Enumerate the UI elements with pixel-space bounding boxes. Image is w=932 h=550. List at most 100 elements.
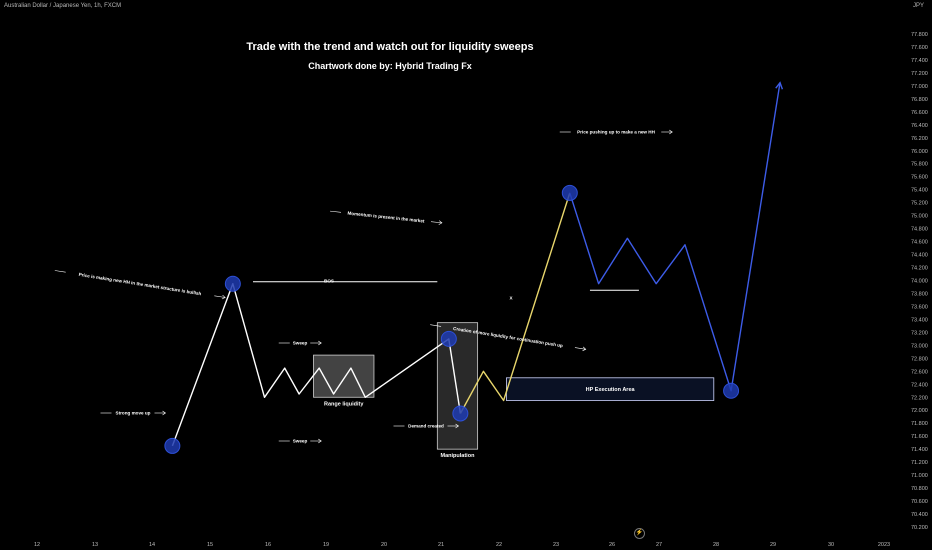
annotation-arrow-line xyxy=(214,295,226,298)
y-tick-label: 77.200 xyxy=(911,71,928,77)
annotation-arrowhead xyxy=(162,410,167,416)
x-tick-label: 20 xyxy=(381,542,387,548)
y-tick-label: 70.200 xyxy=(911,525,928,531)
annotation-text: Sweep xyxy=(293,439,308,444)
annotation-arrow-line xyxy=(430,324,442,327)
zone-box xyxy=(313,354,375,398)
annotation-text: Price pushing up to make a new HH xyxy=(577,130,656,135)
x-tick-label: 22 xyxy=(496,542,502,548)
annotation-text: Momentum is present in the market xyxy=(347,211,425,224)
annotation-arrow-line xyxy=(330,210,342,213)
x-tick-label: 2023 xyxy=(878,542,890,548)
y-tick-label: 71.400 xyxy=(911,447,928,453)
y-tick-label: 74.200 xyxy=(911,266,928,272)
y-tick-label: 74.600 xyxy=(911,240,928,246)
y-tick-label: 77.400 xyxy=(911,58,928,64)
annotation-arrowhead xyxy=(438,220,443,225)
x-tick-label: 29 xyxy=(770,542,776,548)
currency-label: JPY xyxy=(913,3,925,9)
chart-subtitle: Chartwork done by: Hybrid Trading Fx xyxy=(308,61,472,71)
annotation: Momentum is present in the market xyxy=(330,210,443,225)
annotation: Strong move up xyxy=(100,410,167,416)
pivot-marker xyxy=(224,275,241,292)
pivot-marker xyxy=(723,382,740,399)
pivot-marker xyxy=(561,184,578,201)
y-tick-label: 70.600 xyxy=(911,499,928,505)
y-tick-label: 73.000 xyxy=(911,343,928,349)
annotation-arrowhead xyxy=(669,129,673,135)
y-tick-label: 72.400 xyxy=(911,382,928,388)
y-tick-label: 72.800 xyxy=(911,356,928,362)
annotation: Price is making new HH in the market str… xyxy=(54,270,226,300)
x-tick-label: 26 xyxy=(609,542,615,548)
x-tick-label: 28 xyxy=(713,542,719,548)
y-tick-label: 73.600 xyxy=(911,304,928,310)
y-tick-label: 71.200 xyxy=(911,460,928,466)
annotation-text: Demand created xyxy=(408,424,444,429)
zone-label: HP Execution Area xyxy=(586,387,636,393)
annotation-text: Sweep xyxy=(293,341,308,346)
y-tick-label: 75.200 xyxy=(911,201,928,207)
y-tick-label: 74.400 xyxy=(911,253,928,259)
y-tick-label: 71.000 xyxy=(911,473,928,479)
x-tick-label: 27 xyxy=(656,542,662,548)
x-tick-label: 23 xyxy=(553,542,559,548)
y-tick-label: 70.400 xyxy=(911,512,928,518)
y-tick-label: 74.000 xyxy=(911,279,928,285)
lightning-icon[interactable]: ⚡ xyxy=(634,528,645,539)
pivot-marker xyxy=(440,330,457,347)
y-tick-label: 75.600 xyxy=(911,175,928,181)
annotation: BOS xyxy=(324,279,334,284)
annotation-text: X xyxy=(509,296,513,301)
series-line xyxy=(459,192,571,414)
y-tick-label: 74.800 xyxy=(911,227,928,233)
annotation-text: BOS xyxy=(324,279,334,284)
y-tick-label: 76.600 xyxy=(911,110,928,116)
x-tick-label: 21 xyxy=(438,542,444,548)
arrowhead xyxy=(775,81,784,90)
y-tick-label: 72.000 xyxy=(911,408,928,414)
chart-title: Trade with the trend and watch out for l… xyxy=(246,41,534,53)
annotation-arrowhead xyxy=(582,346,587,352)
annotation-text: Strong move up xyxy=(116,411,151,416)
zone-label: Range liquidity xyxy=(324,401,364,407)
x-tick-label: 19 xyxy=(323,542,329,548)
annotation: Price pushing up to make a new HH xyxy=(559,129,673,135)
y-tick-label: 75.400 xyxy=(911,188,928,194)
annotation: Sweep xyxy=(278,340,322,346)
y-tick-label: 73.800 xyxy=(911,291,928,297)
y-tick-label: 76.000 xyxy=(911,149,928,155)
x-tick-label: 30 xyxy=(828,542,834,548)
y-tick-label: 71.800 xyxy=(911,421,928,427)
annotation-arrowhead xyxy=(318,438,322,444)
annotation: Sweep xyxy=(278,438,322,444)
y-tick-label: 72.600 xyxy=(911,369,928,375)
annotation-arrow-line xyxy=(430,221,442,224)
y-tick-label: 71.600 xyxy=(911,434,928,440)
symbol-label: Australian Dollar / Japanese Yen, 1h, FX… xyxy=(4,3,122,9)
y-tick-label: 75.000 xyxy=(911,214,928,220)
annotation: Demand created xyxy=(393,423,460,429)
annotation-arrowhead xyxy=(455,423,460,429)
y-tick-label: 76.400 xyxy=(911,123,928,129)
annotation: X xyxy=(509,296,513,301)
annotation-arrow-line xyxy=(574,347,586,350)
annotation-arrowhead xyxy=(318,340,322,346)
y-tick-label: 73.200 xyxy=(911,330,928,336)
x-tick-label: 16 xyxy=(265,542,271,548)
y-tick-label: 77.800 xyxy=(911,32,928,38)
y-tick-label: 72.200 xyxy=(911,395,928,401)
y-tick-label: 77.000 xyxy=(911,84,928,90)
zone-label: Manipulation xyxy=(441,453,476,459)
x-tick-label: 14 xyxy=(149,542,155,548)
x-tick-label: 15 xyxy=(207,542,213,548)
y-tick-label: 75.800 xyxy=(911,162,928,168)
y-tick-label: 70.800 xyxy=(911,486,928,492)
annotation-arrow-line xyxy=(54,270,66,273)
pivot-marker xyxy=(164,437,181,454)
y-tick-label: 76.200 xyxy=(911,136,928,142)
y-tick-label: 76.800 xyxy=(911,97,928,103)
x-tick-label: 13 xyxy=(92,542,98,548)
annotation-text: Price is making new HH in the market str… xyxy=(78,272,202,296)
